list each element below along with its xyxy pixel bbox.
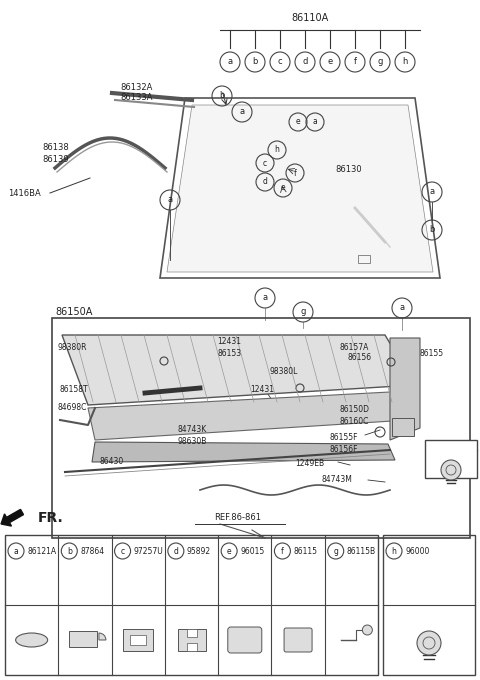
Text: c: c: [278, 58, 282, 67]
Bar: [425, 440, 477, 478]
Polygon shape: [62, 335, 415, 405]
Text: 86130: 86130: [335, 165, 361, 175]
Text: 86115B: 86115B: [347, 547, 376, 556]
Text: a: a: [168, 196, 173, 205]
Text: 86158T: 86158T: [60, 386, 89, 394]
Text: h: h: [434, 447, 439, 456]
Text: 86156F: 86156F: [330, 445, 359, 454]
Text: 86110A: 86110A: [291, 13, 329, 23]
Text: 98380R: 98380R: [58, 343, 87, 352]
Text: h: h: [402, 58, 408, 67]
Text: 12431: 12431: [217, 337, 241, 347]
Text: 86133A: 86133A: [120, 92, 153, 101]
Bar: [130, 635, 146, 645]
Circle shape: [362, 625, 372, 635]
Text: g: g: [300, 307, 306, 316]
Text: g: g: [333, 547, 338, 556]
Text: 86160C: 86160C: [340, 418, 370, 426]
Text: 97257U: 97257U: [133, 547, 163, 556]
Polygon shape: [390, 338, 420, 440]
Bar: [187, 629, 196, 637]
Ellipse shape: [16, 633, 48, 647]
Bar: [69, 631, 97, 647]
Text: 1249EB: 1249EB: [295, 458, 324, 468]
Text: a: a: [430, 188, 434, 197]
Text: d: d: [302, 58, 308, 67]
Text: a: a: [228, 58, 233, 67]
Circle shape: [441, 460, 461, 480]
Text: b: b: [67, 547, 72, 556]
Polygon shape: [167, 105, 433, 272]
Bar: [392, 418, 414, 436]
Text: c: c: [120, 547, 125, 556]
Text: e: e: [281, 184, 285, 192]
Bar: [123, 629, 153, 651]
Text: f: f: [281, 547, 284, 556]
Text: 84743K: 84743K: [178, 426, 207, 435]
Text: 1416BA: 1416BA: [8, 188, 41, 197]
Circle shape: [417, 631, 441, 655]
Text: 12431: 12431: [250, 386, 274, 394]
Text: f: f: [294, 169, 296, 177]
Text: a: a: [13, 547, 18, 556]
Text: 86138: 86138: [42, 143, 69, 152]
Polygon shape: [92, 442, 395, 462]
Text: 86157A: 86157A: [340, 343, 370, 352]
Text: b: b: [219, 92, 225, 101]
Text: 86156: 86156: [348, 354, 372, 362]
Text: 86132A: 86132A: [120, 84, 152, 92]
Text: 96000: 96000: [450, 447, 479, 456]
Text: FR.: FR.: [38, 511, 64, 525]
Text: 86139: 86139: [42, 154, 69, 163]
Text: e: e: [327, 58, 333, 67]
FancyBboxPatch shape: [228, 627, 262, 653]
Text: a: a: [312, 118, 317, 126]
Bar: [178, 629, 205, 651]
Bar: [52, 318, 470, 538]
Text: 87864: 87864: [80, 547, 105, 556]
Text: c: c: [263, 158, 267, 167]
Text: b: b: [252, 58, 258, 67]
Text: 96015: 96015: [240, 547, 264, 556]
Text: a: a: [263, 294, 267, 303]
FancyBboxPatch shape: [284, 628, 312, 652]
Text: h: h: [392, 547, 396, 556]
Text: a: a: [399, 303, 405, 313]
Text: 86115: 86115: [293, 547, 317, 556]
Text: d: d: [263, 177, 267, 186]
Text: 86150D: 86150D: [340, 405, 370, 415]
Text: 86430: 86430: [100, 458, 124, 466]
Text: 84698C: 84698C: [58, 403, 87, 413]
Text: g: g: [377, 58, 383, 67]
Text: 84743M: 84743M: [322, 475, 353, 484]
Bar: [383, 535, 475, 675]
Text: h: h: [275, 146, 279, 154]
Text: 98630B: 98630B: [178, 437, 207, 445]
Text: 86155: 86155: [420, 350, 444, 358]
Bar: [187, 643, 196, 651]
Polygon shape: [88, 392, 408, 440]
Text: a: a: [240, 107, 245, 116]
Text: 95892: 95892: [187, 547, 211, 556]
Bar: [5, 535, 378, 675]
FancyArrow shape: [1, 509, 24, 526]
Text: REF.86-861: REF.86-861: [215, 513, 262, 522]
Text: e: e: [296, 118, 300, 126]
Text: f: f: [353, 58, 357, 67]
Text: 86153: 86153: [217, 348, 241, 358]
Text: 86150A: 86150A: [55, 307, 92, 317]
Text: 98380L: 98380L: [270, 367, 299, 377]
Text: 86155F: 86155F: [330, 432, 359, 441]
Bar: [358, 255, 370, 263]
Text: d: d: [173, 547, 178, 556]
Text: 86121A: 86121A: [27, 547, 56, 556]
Text: 96000: 96000: [405, 547, 430, 556]
Wedge shape: [99, 633, 106, 640]
Text: b: b: [429, 226, 435, 235]
Text: e: e: [227, 547, 231, 556]
